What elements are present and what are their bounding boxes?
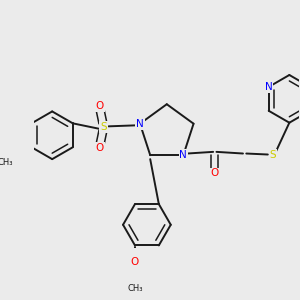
Text: CH₃: CH₃ xyxy=(0,158,13,167)
Text: O: O xyxy=(211,168,219,178)
Text: N: N xyxy=(136,119,144,129)
Text: O: O xyxy=(131,257,139,267)
Text: N: N xyxy=(179,150,187,160)
Text: CH₃: CH₃ xyxy=(127,284,143,293)
Text: S: S xyxy=(269,150,276,160)
Text: O: O xyxy=(95,101,104,112)
Text: S: S xyxy=(100,122,107,132)
Text: O: O xyxy=(95,142,104,152)
Text: N: N xyxy=(265,82,273,92)
